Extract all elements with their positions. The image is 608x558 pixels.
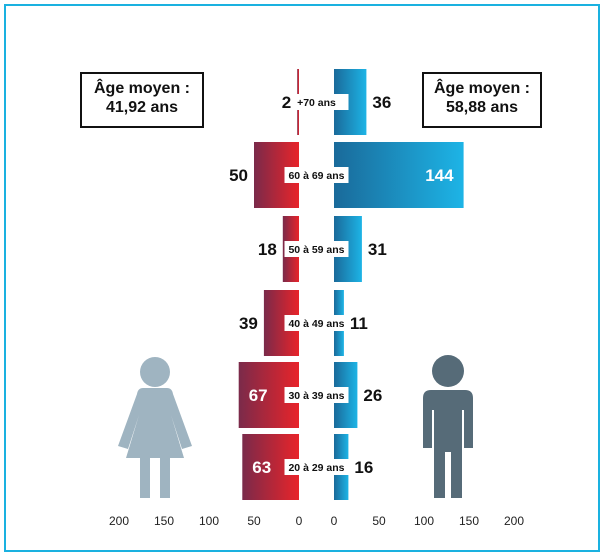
x-tick-label-left: 200	[109, 514, 129, 528]
female-value-label: 67	[249, 386, 268, 405]
female-value-label: 50	[229, 166, 248, 185]
female-value-label: 39	[239, 314, 258, 333]
x-tick-label-right: 100	[414, 514, 434, 528]
bars-group: +70 ans 2 36 60 à 69 ans 50 144 50 à 59 ans 18 3…	[229, 69, 464, 500]
male-value-label: 26	[363, 386, 382, 405]
male-value-label: 16	[354, 458, 373, 477]
age-label-bg	[284, 387, 349, 403]
age-label-bg	[284, 241, 349, 257]
x-tick-label-left: 150	[154, 514, 174, 528]
x-tick-label-right: 0	[331, 514, 338, 528]
age-category-label: 20 à 29 ans	[288, 462, 344, 474]
male-value-label: 31	[368, 240, 387, 259]
male-bar	[334, 142, 464, 208]
x-tick-label-left: 50	[247, 514, 261, 528]
age-label-bg	[284, 459, 349, 475]
age-label-bg	[284, 167, 349, 183]
age-label-bg	[284, 315, 349, 331]
age-category-label: 50 à 59 ans	[288, 244, 344, 256]
men-average-age-value: 58,88 ans	[445, 99, 519, 116]
male-value-label: 36	[372, 93, 391, 112]
age-category-label: +70 ans	[297, 97, 336, 109]
age-label-bg	[284, 94, 349, 110]
x-axis-ticks: 200 150 100 50 0 0 50 100 150 200	[109, 514, 524, 528]
male-value-label: 144	[425, 166, 454, 185]
women-average-age-value: 41,92 ans	[105, 99, 179, 116]
x-tick-label-left: 100	[199, 514, 219, 528]
man-icon	[423, 355, 473, 498]
x-tick-label-right: 150	[459, 514, 479, 528]
men-average-age-label: Âge moyen :	[433, 80, 530, 97]
x-tick-label-right: 50	[372, 514, 386, 528]
female-value-label: 18	[258, 240, 277, 259]
male-value-label: 11	[350, 314, 368, 333]
x-tick-label-right: 200	[504, 514, 524, 528]
age-category-label: 60 à 69 ans	[288, 170, 344, 182]
age-category-label: 40 à 49 ans	[288, 318, 344, 330]
female-value-label: 2	[282, 93, 291, 112]
female-value-label: 63	[252, 458, 271, 477]
woman-icon	[118, 357, 192, 498]
x-tick-label-left: 0	[296, 514, 303, 528]
age-category-label: 30 à 39 ans	[288, 390, 344, 402]
women-average-age-box: Âge moyen : 41,92 ans	[80, 72, 204, 128]
women-average-age-label: Âge moyen :	[93, 80, 190, 97]
men-average-age-box: Âge moyen : 58,88 ans	[422, 72, 542, 128]
